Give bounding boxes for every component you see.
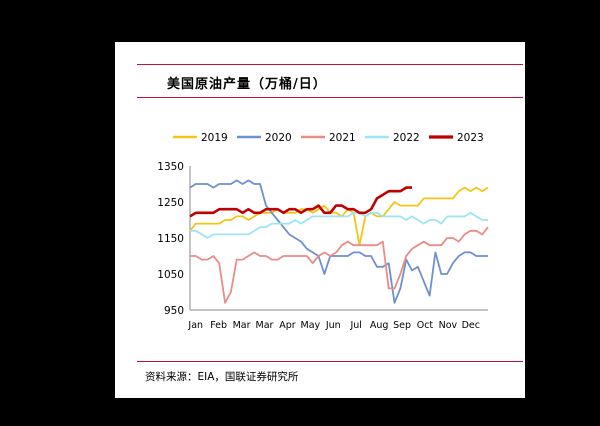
x-tick-label: Nov (439, 320, 458, 331)
x-tick-label: Aug (370, 320, 389, 331)
y-tick-label: 1350 (157, 161, 184, 173)
legend-label-2021: 2021 (329, 132, 356, 144)
series-line-2020 (189, 179, 488, 304)
series-line-2023 (189, 186, 412, 218)
y-tick-label: 1050 (157, 269, 184, 281)
series-line-2019 (189, 186, 489, 247)
legend-label-2023: 2023 (457, 132, 484, 144)
series-line-2021 (190, 226, 489, 304)
chart-title: 美国原油产量（万桶/日） (167, 77, 327, 92)
top-rule (137, 64, 523, 65)
bottom-rule (137, 361, 523, 362)
x-tick-label: Jul (349, 320, 361, 331)
x-tick-label: Dec (462, 320, 480, 331)
legend-label-2019: 2019 (201, 132, 228, 144)
y-tick-label: 1150 (157, 233, 184, 245)
x-tick-label: May (301, 320, 321, 331)
x-tick-label: Oct (417, 320, 434, 331)
legend-label-2022: 2022 (393, 132, 420, 144)
series-line-2022 (190, 211, 488, 239)
x-tick-label: Jan (187, 320, 203, 331)
x-tick-label: Sep (393, 320, 411, 331)
x-tick-label: Jun (325, 320, 341, 331)
source-note: 资料来源：EIA，国联证券研究所 (145, 371, 299, 383)
y-tick-label: 1250 (157, 197, 184, 209)
x-tick-label: Feb (210, 320, 227, 331)
y-tick-label: 950 (164, 305, 184, 317)
chart-card: 美国原油产量（万桶/日） 950 1050 1150 1250 1350 Jan Feb Ma… (115, 42, 525, 398)
x-tick-label: Apr (279, 320, 296, 331)
line-chart: 950 1050 1150 1250 1350 Jan Feb Mar Mar Apr May Jun… (157, 132, 489, 331)
legend-label-2020: 2020 (265, 132, 292, 144)
title-rule (137, 97, 523, 98)
x-tick-label: Mar (233, 320, 251, 331)
x-tick-label: Mar (256, 320, 274, 331)
